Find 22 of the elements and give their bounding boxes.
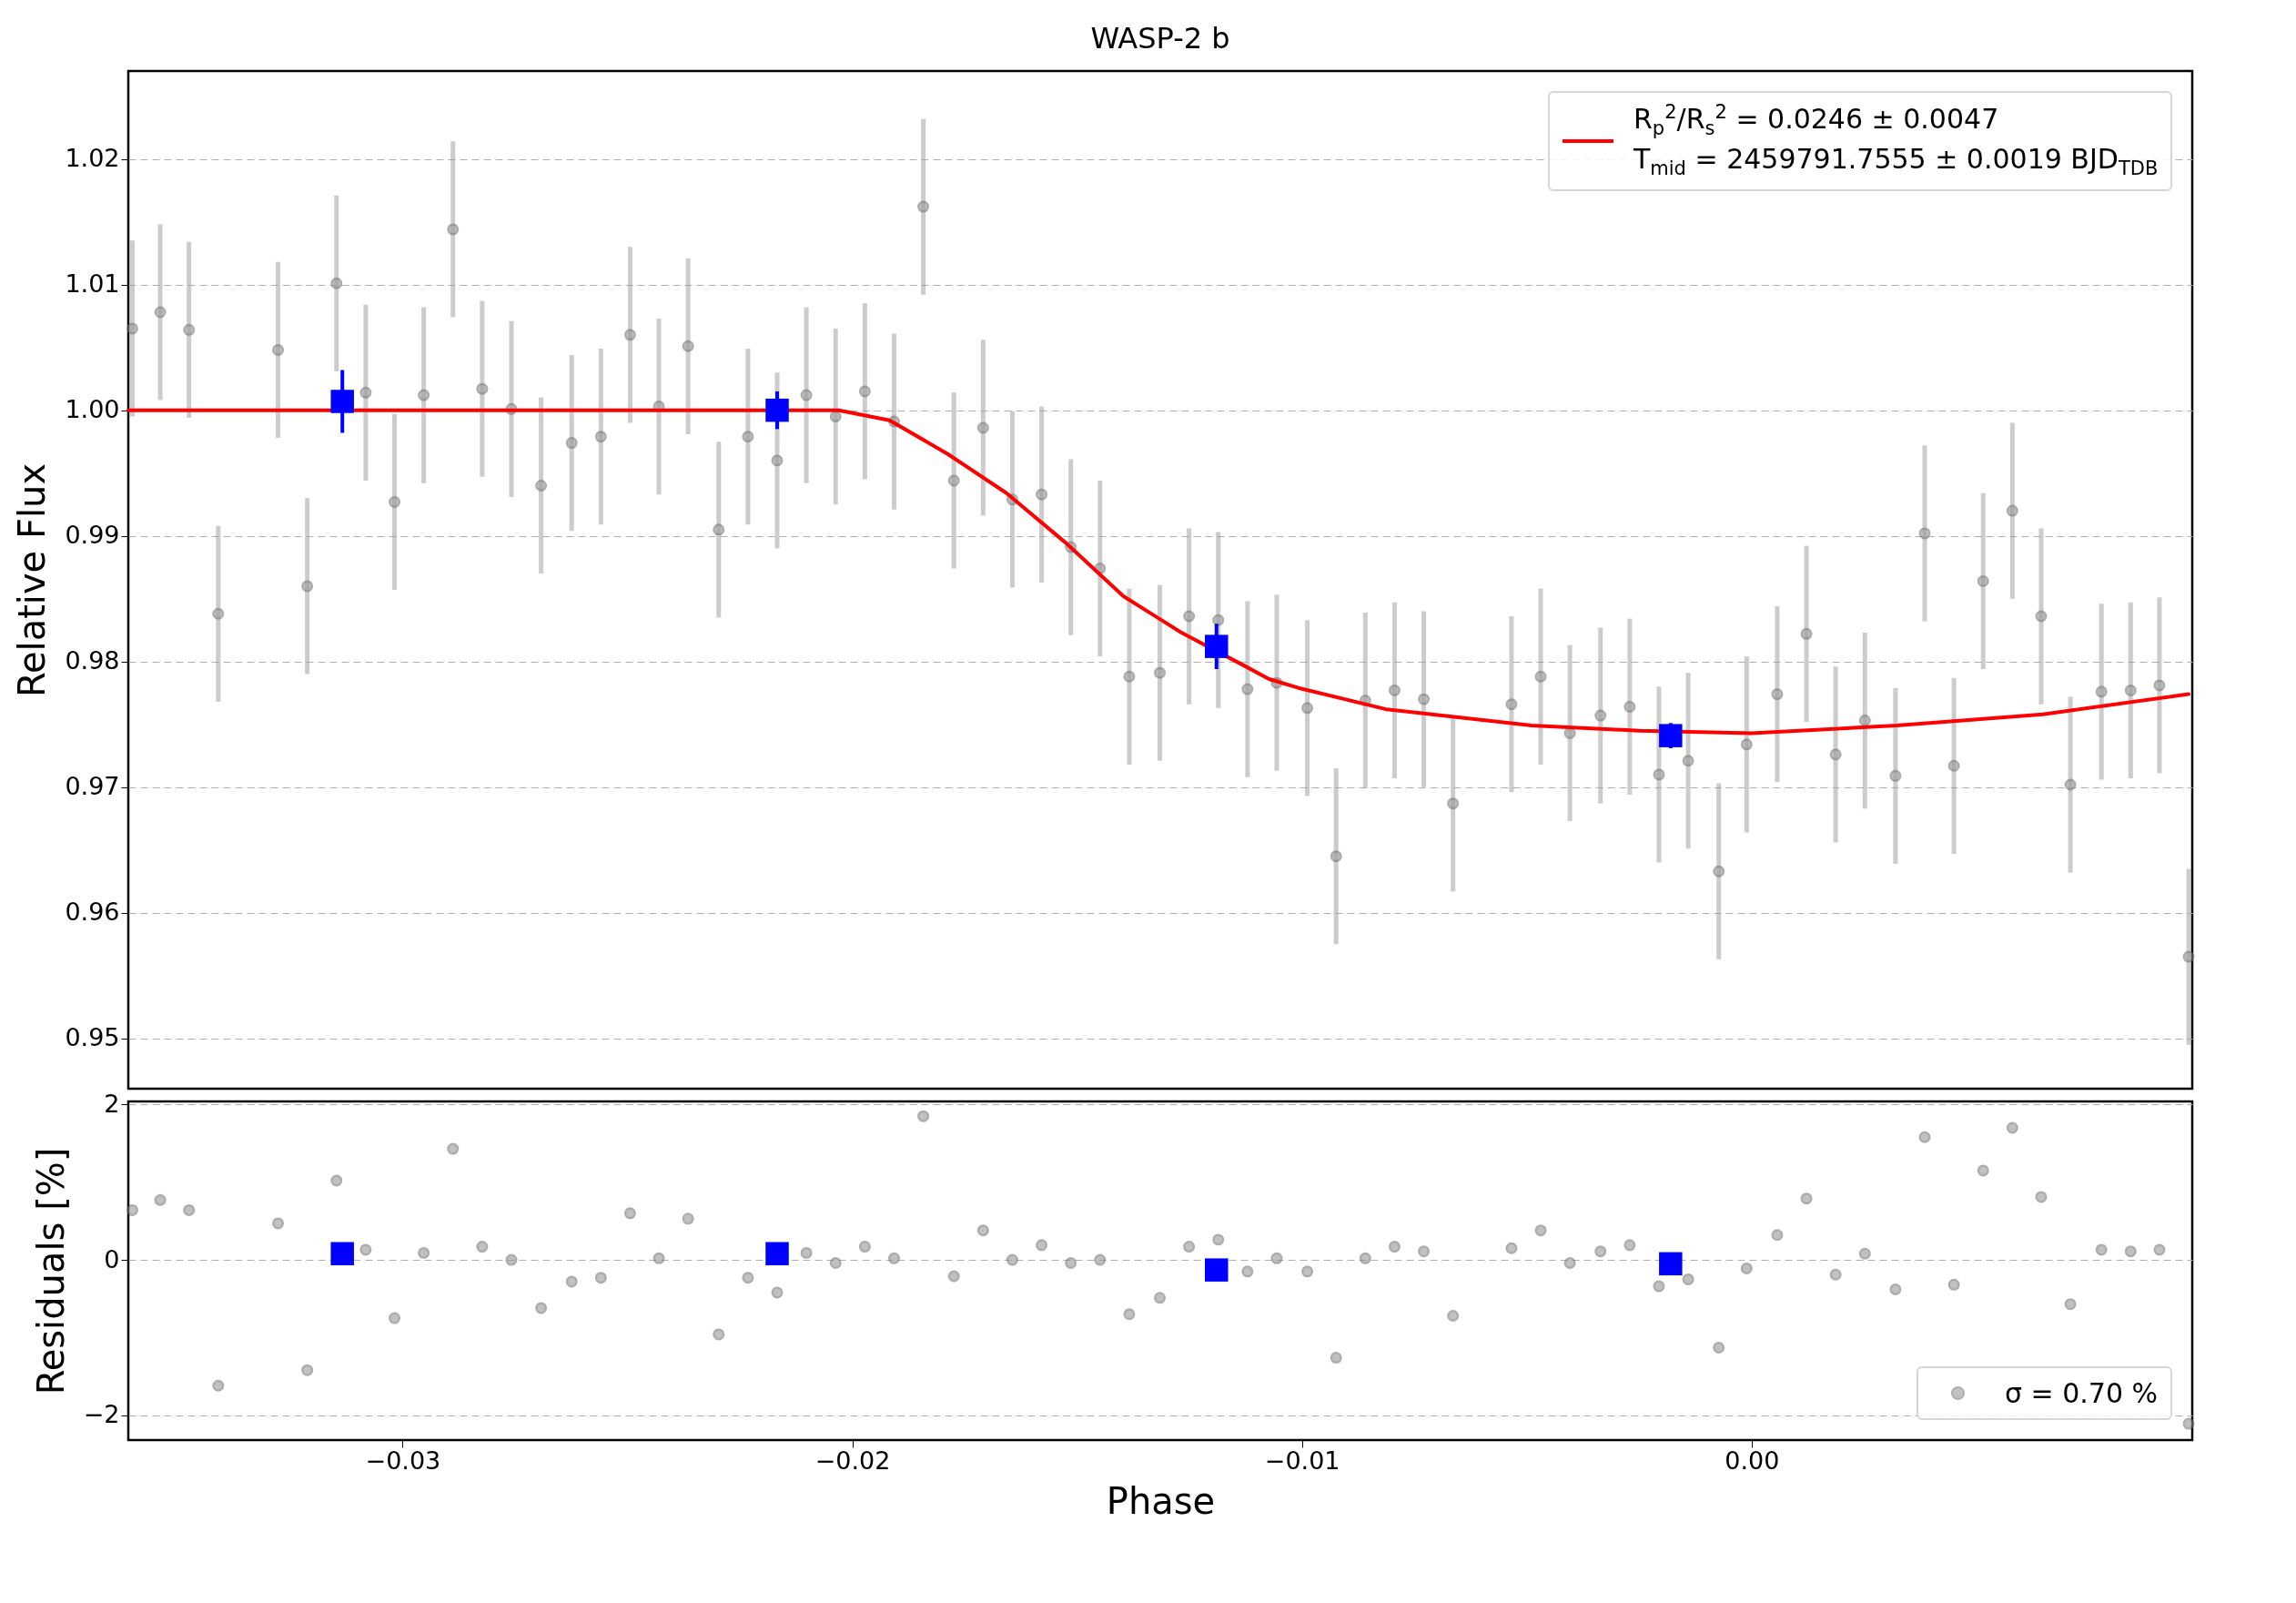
y-tick-label: 0.98 [65,646,120,675]
legend-box: R$_{p}$$^{2}$/R$_{s}$$^{2}$ = 0.0246 ± 0.0047 T$_{mid}$ = 2459791.7555 ± 0.0019 BJD$_{TDB}$ [1548,91,2173,191]
y-tick-label: 2 [104,1089,120,1118]
y-axis-title: Relative Flux [11,462,54,698]
legend-box: σ = 0.70 % [1917,1366,2173,1420]
x-axis-title: Phase [1106,1479,1216,1522]
y-axis-title: Residuals [%] [29,1147,72,1395]
y-tick-label: −2 [83,1400,120,1429]
x-tick-label: −0.01 [1264,1446,1340,1475]
y-tick-label: 1.00 [65,395,120,424]
y-tick-label: 0.95 [65,1023,120,1052]
y-tick-label: 0.97 [65,772,120,801]
legend-label: σ = 0.70 % [2005,1376,2159,1411]
y-tick-label: 1.02 [65,144,120,173]
y-tick-label: 0.99 [65,521,120,550]
chart-title: WASP-2 b [1090,21,1230,56]
y-tick-label: 0 [104,1244,120,1273]
y-tick-label: 1.01 [65,269,120,299]
y-tick-label: 0.96 [65,898,120,927]
x-tick-label: −0.03 [365,1446,441,1475]
x-tick-label: −0.02 [814,1446,891,1475]
x-tick-label: 0.00 [1725,1446,1780,1475]
